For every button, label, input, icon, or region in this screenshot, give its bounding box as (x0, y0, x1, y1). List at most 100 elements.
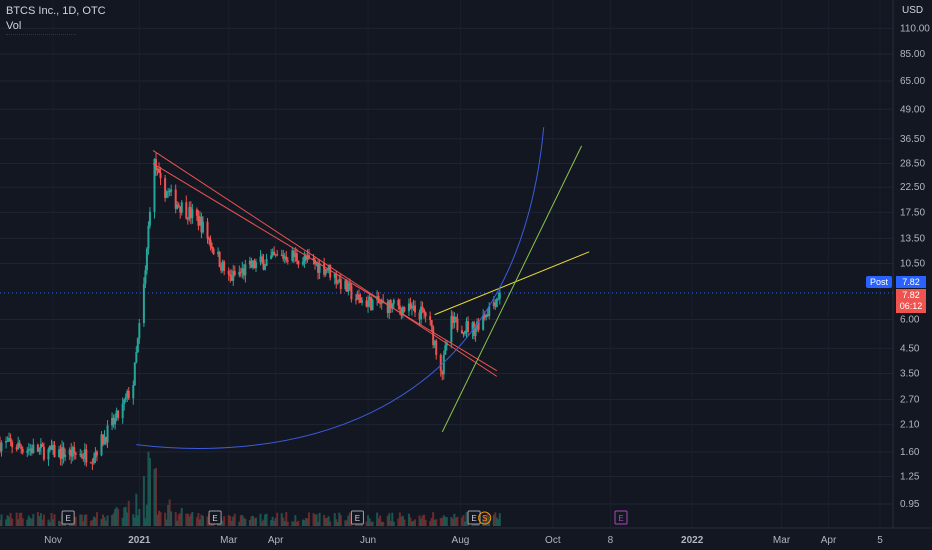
volume-bar (304, 517, 307, 526)
volume-bar (445, 517, 448, 526)
volume-bar (483, 515, 486, 526)
candle-body (303, 256, 306, 262)
volume-bar (133, 517, 136, 526)
volume-bar (442, 515, 445, 526)
candle-body (418, 312, 421, 320)
volume-bar (254, 517, 257, 526)
candle-body (274, 254, 277, 256)
earnings-marker-label: E (65, 514, 70, 523)
volume-bar (6, 515, 9, 526)
volume-bar (371, 521, 374, 526)
candle-body (148, 211, 151, 226)
candle-body (297, 260, 300, 265)
candle-body (407, 303, 410, 312)
volume-bar (451, 518, 454, 526)
volume-bar (318, 512, 321, 526)
candle-body (371, 299, 374, 311)
volume-bar (80, 514, 83, 526)
candle-body (132, 385, 135, 399)
volume-bar (112, 513, 115, 526)
candle-body (195, 209, 198, 216)
candle-body (50, 445, 53, 450)
volume-bar (367, 515, 370, 526)
candle-body (391, 303, 394, 309)
volume-bar (174, 512, 177, 526)
candle-body (345, 280, 348, 292)
candle-body (248, 260, 251, 265)
volume-bar (233, 513, 236, 526)
volume-bar (26, 519, 29, 526)
volume-bar (295, 521, 298, 526)
volume-bar (100, 518, 103, 526)
volume-bar (392, 521, 395, 526)
volume-bar (121, 517, 124, 526)
candle-body (336, 282, 339, 284)
candle-body (73, 447, 76, 453)
candle-body (292, 250, 295, 258)
candle-body (95, 451, 98, 456)
post-market-badge: Post (866, 276, 892, 288)
volume-bar (433, 519, 436, 526)
candle-body (106, 425, 109, 443)
candle-body (64, 454, 67, 458)
candle-body (335, 273, 338, 284)
candle-body (18, 442, 21, 447)
symbol-title[interactable]: BTCS Inc., 1D, OTC (6, 5, 106, 17)
volume-label[interactable]: Vol (6, 20, 22, 32)
candle-body (17, 442, 20, 450)
candle-body (323, 262, 326, 275)
volume-bar (101, 514, 104, 526)
candle-body (283, 256, 286, 259)
earnings-marker-label: E (355, 514, 360, 523)
time-tick-label: Mar (773, 535, 791, 546)
candle-body (232, 270, 235, 281)
candle-body (85, 449, 88, 463)
volume-bar (270, 520, 273, 526)
volume-bar (21, 518, 24, 526)
volume-bar (382, 521, 385, 526)
candle-body (401, 307, 404, 316)
volume-bar (8, 516, 11, 526)
volume-bar (463, 521, 466, 526)
volume-bar (15, 512, 18, 526)
candle-body (280, 254, 283, 256)
candle-body (492, 302, 495, 307)
volume-bar (314, 514, 317, 526)
volume-bar (188, 516, 191, 526)
volume-bar (282, 517, 285, 526)
candle-body (176, 204, 179, 209)
candle-body (460, 330, 463, 334)
volume-bar (292, 521, 295, 526)
candle-body (244, 264, 247, 276)
price-tick-label: 2.10 (900, 420, 920, 431)
candle-body (105, 436, 108, 443)
volume-bar (52, 519, 55, 526)
earnings-marker-label: E (212, 514, 217, 523)
candle-body (211, 246, 214, 249)
candle-body (15, 447, 18, 450)
volume-bar (462, 515, 465, 526)
volume-bar (276, 512, 279, 526)
volume-bar (339, 515, 342, 526)
price-tick-label: 22.50 (900, 182, 925, 193)
volume-bar (414, 519, 417, 526)
candle-body (26, 450, 29, 453)
volume-bar (223, 516, 226, 526)
currency-label[interactable]: USD (899, 4, 927, 17)
candle-body (144, 270, 147, 284)
candle-body (367, 300, 370, 307)
candle-body (392, 300, 395, 304)
candle-body (412, 305, 415, 307)
volume-bar (291, 521, 294, 526)
candle-body (142, 283, 145, 324)
volume-bar (253, 518, 256, 526)
earnings-marker (467, 510, 481, 525)
candle-body (197, 215, 200, 226)
candle-body (177, 204, 180, 207)
price-tick-label: 1.25 (900, 472, 920, 483)
volume-bar (303, 520, 306, 526)
volume-bar (227, 515, 230, 526)
candle-body (135, 352, 138, 363)
volume-bar (259, 513, 262, 526)
